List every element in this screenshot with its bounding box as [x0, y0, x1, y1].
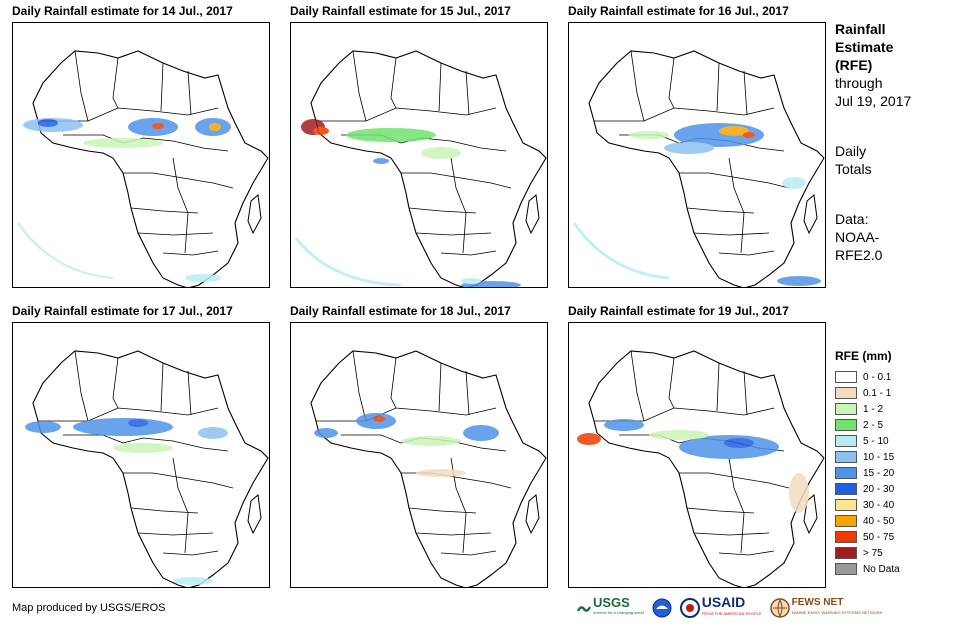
- legend-row: No Data: [835, 561, 960, 577]
- through-date: Jul 19, 2017: [835, 93, 912, 109]
- rainfall-overlay: [314, 413, 499, 477]
- legend-row: 40 - 50: [835, 513, 960, 529]
- legend-row: 2 - 5: [835, 417, 960, 433]
- partner-logos: USGS science for a changing world USAID …: [577, 595, 890, 621]
- map-info-sidebar: Rainfall Estimate (RFE) through Jul 19, …: [835, 20, 965, 264]
- rainfall-map: [290, 322, 548, 588]
- legend-swatch: [835, 387, 857, 399]
- legend-label: 2 - 5: [863, 419, 884, 431]
- legend-label: 20 - 30: [863, 483, 895, 495]
- rainfall-overlay: [294, 119, 521, 287]
- noaa-seal-icon: [652, 598, 672, 618]
- legend-swatch: [835, 371, 857, 383]
- usaid-logo: USAID FROM THE AMERICAN PEOPLE: [679, 594, 762, 619]
- legend-swatch: [835, 547, 857, 559]
- panel-title: Daily Rainfall estimate for 15 Jul., 201…: [290, 4, 511, 18]
- fewsnet-logo-text: FEWS NET: [791, 597, 844, 608]
- panel-title: Daily Rainfall estimate for 16 Jul., 201…: [568, 4, 789, 18]
- rainfall-map: [12, 322, 270, 588]
- rainfall-map: [568, 322, 826, 588]
- legend-swatch: [835, 419, 857, 431]
- map-credit: Map produced by USGS/EROS: [12, 602, 166, 614]
- rfe-legend: RFE (mm) 0 - 0.1 0.1 - 1 1 - 2 2 - 5 5 - 10 1…: [835, 349, 960, 577]
- data-line1: Data:: [835, 211, 869, 227]
- legend-swatch: [835, 403, 857, 415]
- africa-map-graphic: [17, 50, 269, 287]
- sidebar-heading-line3: (RFE): [835, 57, 873, 73]
- totals-line2: Totals: [835, 161, 872, 177]
- usgs-logo: USGS science for a changing world: [577, 595, 644, 618]
- legend-label: 1 - 2: [863, 403, 884, 415]
- panel-title: Daily Rainfall estimate for 19 Jul., 201…: [568, 304, 789, 318]
- rainfall-map: [12, 22, 270, 288]
- noaa-logo: [652, 598, 672, 618]
- legend-row: 0 - 0.1: [835, 369, 960, 385]
- legend-swatch: [835, 531, 857, 543]
- data-line2: NOAA-: [835, 229, 880, 245]
- legend-swatch: [835, 451, 857, 463]
- panel-title: Daily Rainfall estimate for 18 Jul., 201…: [290, 304, 511, 318]
- legend-label: 40 - 50: [863, 515, 895, 527]
- legend-swatch: [835, 483, 857, 495]
- legend-row: 0.1 - 1: [835, 385, 960, 401]
- rainfall-overlay: [17, 118, 231, 282]
- legend-row: 5 - 10: [835, 433, 960, 449]
- legend-swatch: [835, 467, 857, 479]
- legend-label: 50 - 75: [863, 531, 895, 543]
- usaid-seal-icon: [679, 598, 700, 618]
- legend-label: 30 - 40: [863, 499, 895, 511]
- legend-label: 5 - 10: [863, 435, 889, 447]
- rainfall-overlay: [572, 123, 821, 286]
- usgs-tagline: science for a changing world: [593, 610, 644, 615]
- africa-map-graphic: [310, 350, 547, 587]
- usgs-wave-icon: [577, 606, 591, 612]
- rainfall-overlay: [25, 418, 228, 585]
- africa-map-graphic: [25, 350, 269, 587]
- rainfall-map: [568, 22, 826, 288]
- legend-swatch: [835, 435, 857, 447]
- legend-swatch: [835, 563, 857, 575]
- usaid-logo-text: USAID: [701, 594, 746, 610]
- usgs-logo-text: USGS: [593, 595, 630, 610]
- africa-map-graphic: [572, 50, 825, 287]
- legend-row: 15 - 20: [835, 465, 960, 481]
- legend-row: 50 - 75: [835, 529, 960, 545]
- africa-map-graphic: [294, 50, 547, 287]
- legend-label: 0 - 0.1: [863, 371, 892, 383]
- totals-line1: Daily: [835, 143, 867, 159]
- through-label: through: [835, 75, 883, 91]
- legend-row: 30 - 40: [835, 497, 960, 513]
- panel-title: Daily Rainfall estimate for 14 Jul., 201…: [12, 4, 233, 18]
- legend-label: No Data: [863, 563, 900, 575]
- legend-label: > 75: [863, 547, 883, 559]
- legend-row: 10 - 15: [835, 449, 960, 465]
- legend-label: 10 - 15: [863, 451, 895, 463]
- legend-label: 15 - 20: [863, 467, 895, 479]
- legend-row: 1 - 2: [835, 401, 960, 417]
- rainfall-map: [290, 22, 548, 288]
- fewsnet-tagline: FAMINE EARLY WARNING SYSTEMS NETWORK: [791, 610, 883, 615]
- fewsnet-globe-icon: [769, 598, 790, 618]
- sidebar-heading-line2: Estimate: [835, 39, 894, 55]
- data-line3: RFE2.0: [835, 247, 883, 263]
- sidebar-heading-line1: Rainfall: [835, 21, 886, 37]
- legend-title: RFE (mm): [835, 349, 892, 363]
- legend-label: 0.1 - 1: [863, 387, 892, 399]
- fewsnet-logo: FEWS NET FAMINE EARLY WARNING SYSTEMS NE…: [769, 597, 883, 618]
- legend-swatch: [835, 515, 857, 527]
- legend-row: > 75: [835, 545, 960, 561]
- panel-title: Daily Rainfall estimate for 17 Jul., 201…: [12, 304, 233, 318]
- rainfall-overlay: [577, 419, 809, 513]
- legend-swatch: [835, 499, 857, 511]
- usaid-tagline: FROM THE AMERICAN PEOPLE: [701, 611, 762, 616]
- legend-row: 20 - 30: [835, 481, 960, 497]
- africa-map-graphic: [577, 350, 825, 587]
